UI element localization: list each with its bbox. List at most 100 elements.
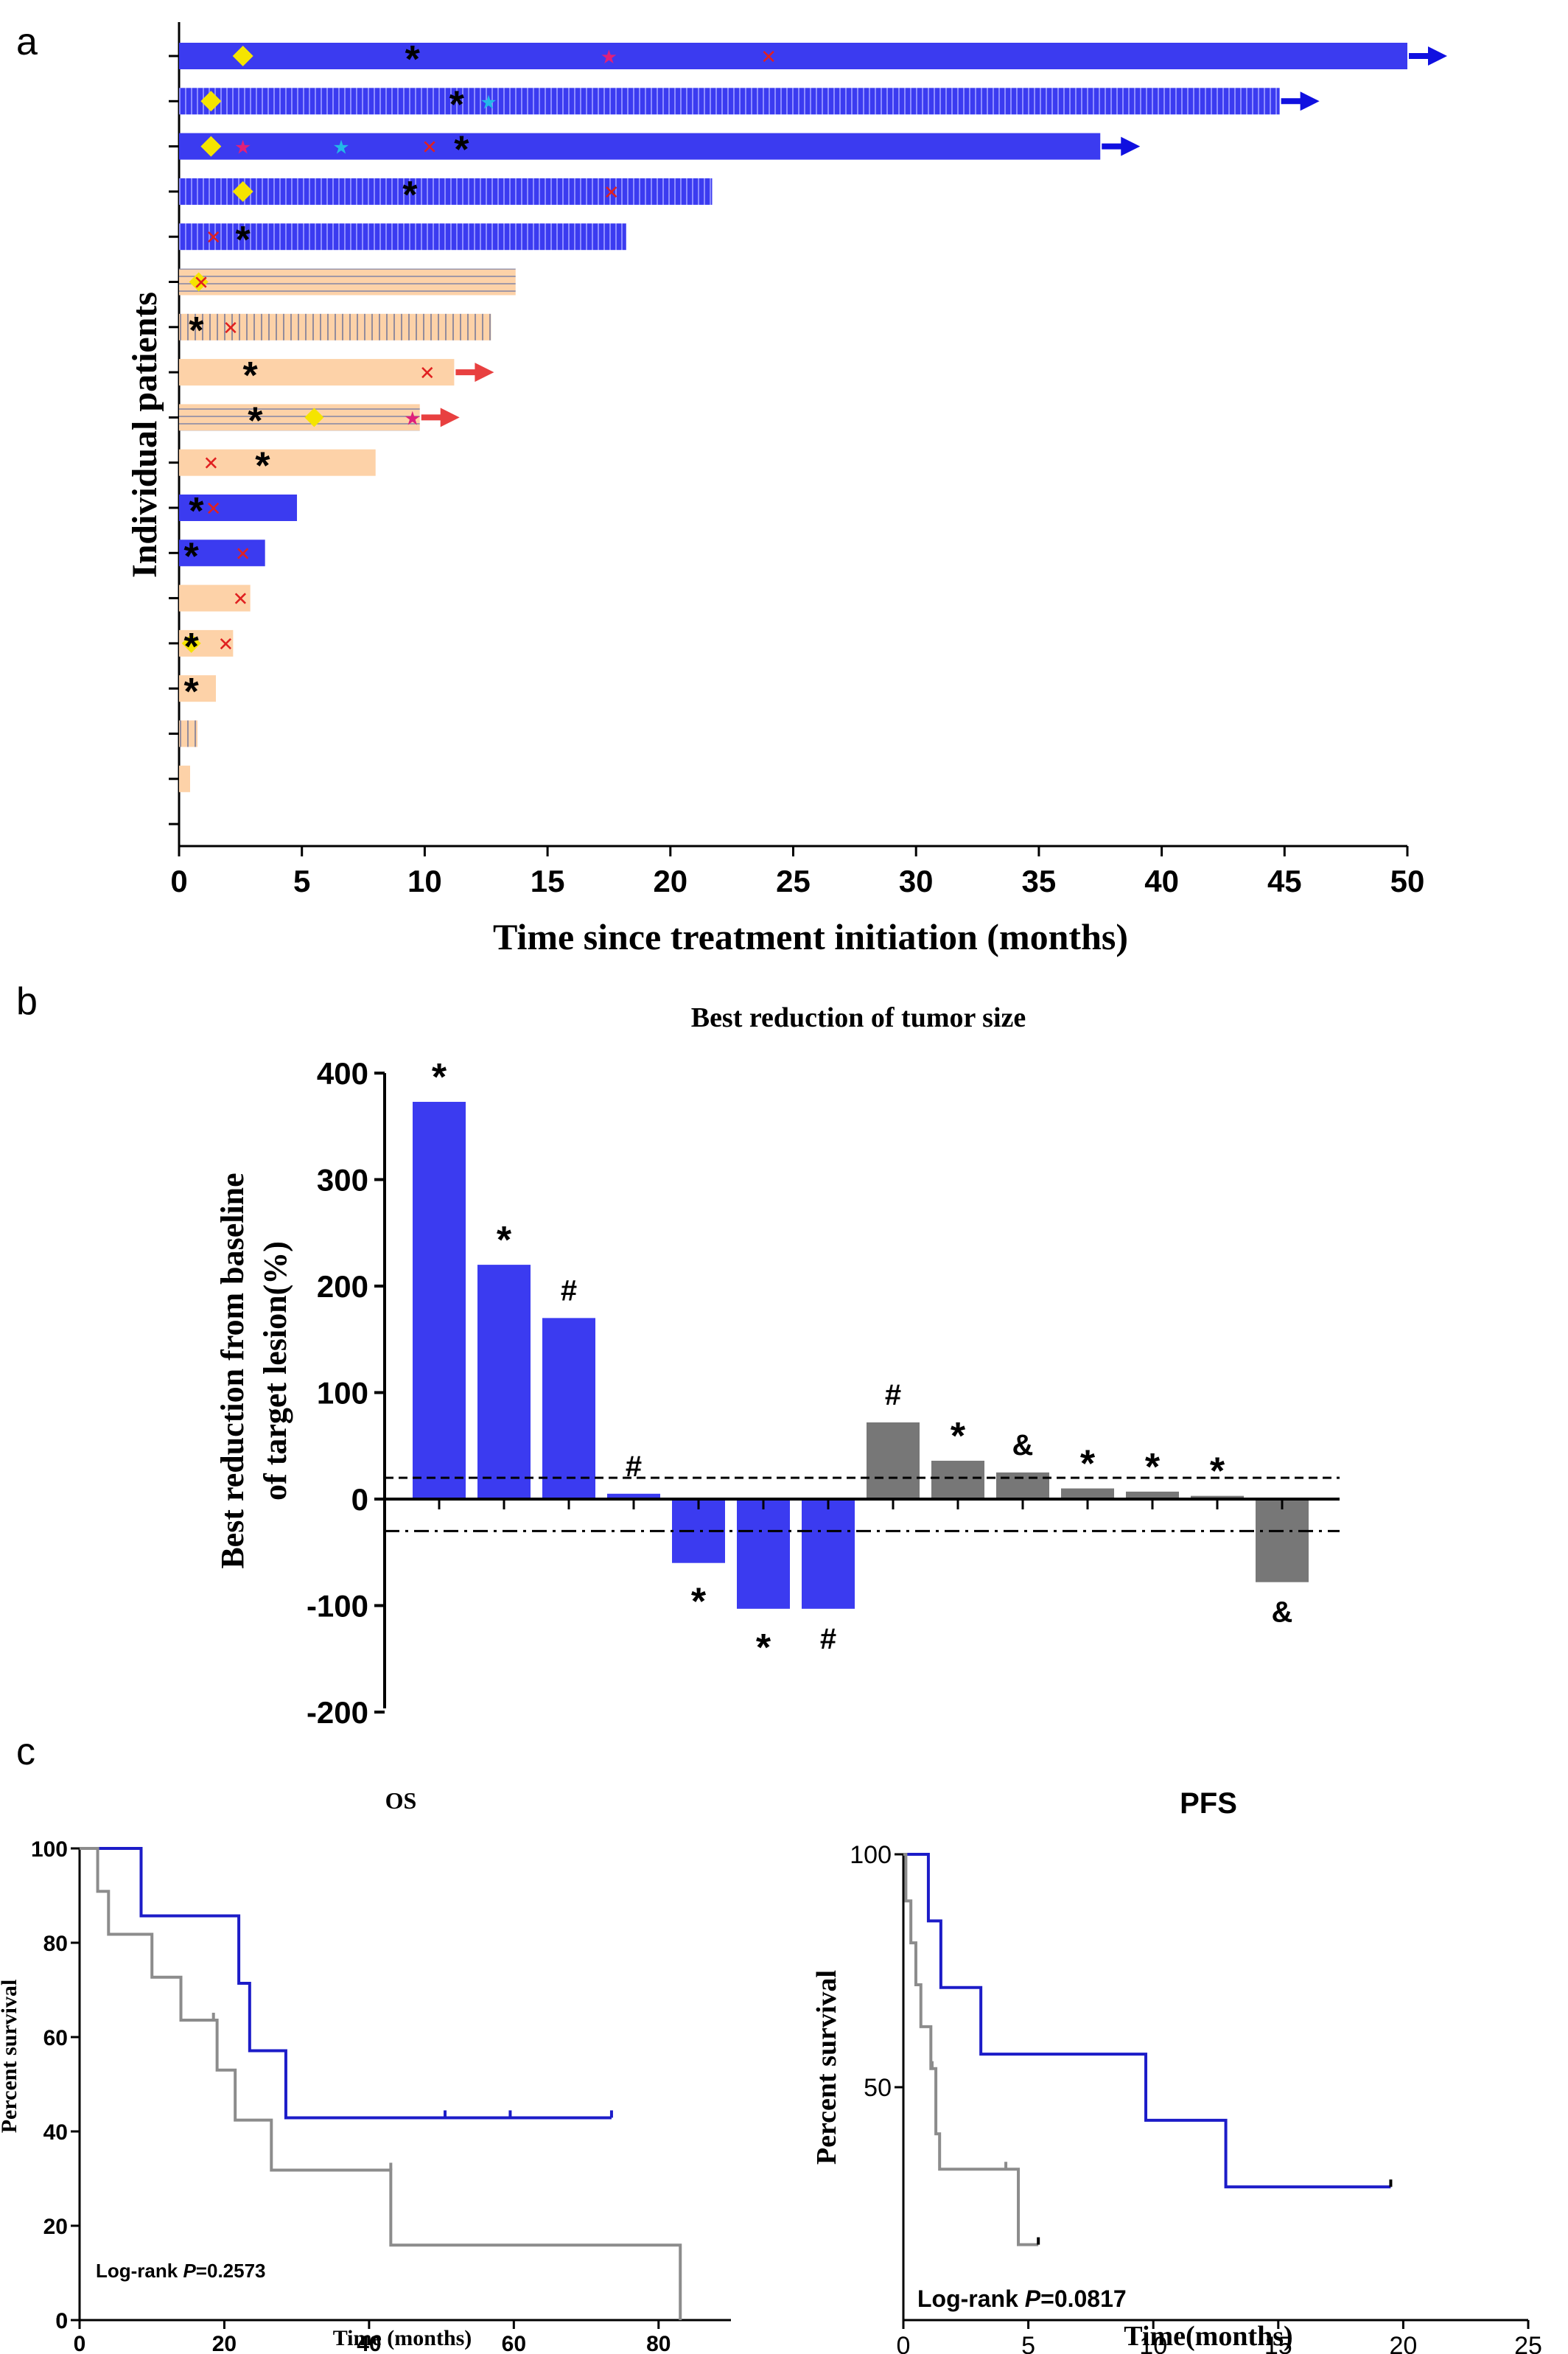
pfs-survival-curve xyxy=(903,1853,1039,2246)
response-bar xyxy=(802,1499,855,1609)
pfs-x-tick-label: 0 xyxy=(897,2332,911,2354)
response-label: * xyxy=(1210,1450,1225,1493)
panel-b-title: Best reduction of tumor size xyxy=(691,1002,1026,1033)
response-bar xyxy=(867,1422,920,1499)
pink-star-marker: ★ xyxy=(601,46,617,68)
pfs-y-tick-label: 50 xyxy=(864,2074,892,2102)
asterisk-marker: * xyxy=(184,671,200,713)
panel-a-xlabel: Time since treatment initiation (months) xyxy=(493,916,1128,957)
response-bar xyxy=(1191,1495,1244,1499)
pfs-xlabel: Time(months) xyxy=(1124,2321,1292,2352)
os-y-tick-label: 0 xyxy=(55,2309,68,2333)
ongoing-arrow-head xyxy=(475,363,494,383)
response-bar xyxy=(996,1472,1049,1499)
patient-bar xyxy=(179,539,265,567)
pfs-title: PFS xyxy=(1180,1787,1237,1820)
os-x-tick-label: 20 xyxy=(212,2332,237,2354)
yellow-marker xyxy=(189,272,209,292)
patient-bar xyxy=(179,765,191,792)
response-label: * xyxy=(691,1581,707,1624)
pfs-x-tick-label: 5 xyxy=(1021,2332,1035,2354)
patient-bar xyxy=(179,675,217,702)
os-survival-curve xyxy=(80,1847,612,2120)
asterisk-marker: * xyxy=(449,83,465,126)
os-xlabel: Time (months) xyxy=(333,2326,472,2350)
red-x-marker: ✕ xyxy=(421,136,438,158)
os-x-tick-label: 0 xyxy=(74,2332,86,2354)
red-x-marker: ✕ xyxy=(217,633,234,655)
response-label: * xyxy=(432,1056,447,1099)
patient-bar xyxy=(179,133,1101,160)
os-y-tick-label: 20 xyxy=(43,2215,68,2239)
pink-star-marker: ★ xyxy=(404,407,421,429)
panel-c-pfs-km-plot: PFS Percent survival Time(months) 0 5 10 15… xyxy=(811,1787,1542,2354)
os-y-tick-label: 60 xyxy=(43,2026,68,2050)
red-x-marker: ✕ xyxy=(193,272,209,294)
panel-a-x-tick-label: 20 xyxy=(653,864,687,898)
panel-b-y-tick-label: 400 xyxy=(317,1056,368,1091)
patient-bar xyxy=(179,720,198,747)
os-y-tick-label: 0 xyxy=(55,2309,68,2333)
asterisk-marker: * xyxy=(184,535,200,578)
ongoing-arrow-head xyxy=(1300,91,1320,111)
cyan-star-marker: ★ xyxy=(480,91,497,113)
panel-a-x-tick-label: 30 xyxy=(899,864,934,898)
asterisk-marker: * xyxy=(189,490,204,533)
os-survival-curve xyxy=(80,1847,682,2320)
os-title: OS xyxy=(385,1787,417,1814)
response-bar xyxy=(607,1493,660,1499)
panel-label-a: a xyxy=(16,21,38,63)
asterisk-marker: * xyxy=(189,310,204,352)
panel-b-ylabel-line1: Best reduction from baseline xyxy=(214,1173,251,1568)
patient-bar xyxy=(179,359,455,386)
ongoing-arrow-head xyxy=(1428,46,1447,66)
panel-b-y-tick-label: -100 xyxy=(307,1589,368,1624)
asterisk-marker: * xyxy=(402,174,418,217)
asterisk-marker: * xyxy=(236,219,251,262)
response-label: * xyxy=(951,1415,966,1458)
asterisk-marker: * xyxy=(248,399,263,442)
red-x-marker: ✕ xyxy=(206,226,222,248)
patient-bar xyxy=(179,313,491,340)
diamond-marker xyxy=(232,46,253,66)
pfs-ylabel: Percent survival xyxy=(811,1970,842,2165)
response-label: # xyxy=(885,1379,901,1411)
panel-a-x-tick-label: 15 xyxy=(531,864,565,898)
panel-a-x-tick-label: 5 xyxy=(293,864,310,898)
pfs-x-tick-label: 20 xyxy=(1389,2332,1417,2354)
panel-a-ylabel: Individual patients xyxy=(125,292,164,578)
asterisk-marker: * xyxy=(255,445,270,488)
panel-a-x-tick-label: 25 xyxy=(776,864,811,898)
pink-star-marker: ★ xyxy=(234,136,251,158)
panel-a-x-tick-label: 50 xyxy=(1390,864,1425,898)
panel-label-b: b xyxy=(16,980,38,1023)
pfs-y-tick-label: 100 xyxy=(850,1841,892,1869)
response-bar xyxy=(1126,1491,1179,1499)
os-x-tick-label: 60 xyxy=(502,2332,526,2354)
panel-b-waterfall-plot: Best reduction of tumor size Best reduct… xyxy=(214,1002,1340,1730)
panel-a-x-tick-label: 35 xyxy=(1022,864,1057,898)
red-x-marker: ✕ xyxy=(603,181,620,203)
patient-bar xyxy=(179,449,376,476)
panel-b-y-tick-label: 0 xyxy=(351,1482,368,1517)
response-label: * xyxy=(1080,1443,1096,1486)
pfs-x-tick-label: 25 xyxy=(1514,2332,1542,2354)
diamond-marker xyxy=(200,91,222,112)
os-ylabel: Percent survival xyxy=(0,1980,21,2134)
yellow-marker xyxy=(304,408,324,427)
panel-b-y-tick-label: 300 xyxy=(317,1163,368,1198)
pfs-survival-curve xyxy=(903,1853,1391,2189)
response-bar xyxy=(542,1318,595,1499)
response-label: & xyxy=(1272,1596,1293,1629)
response-label: # xyxy=(561,1274,577,1307)
pfs-logrank-annotation: Log-rank P=0.0817 xyxy=(917,2285,1127,2312)
ongoing-arrow-head xyxy=(440,408,460,427)
response-label: # xyxy=(820,1623,836,1655)
response-bar xyxy=(1061,1488,1114,1499)
response-label: & xyxy=(1012,1429,1034,1461)
os-y-tick-label: 80 xyxy=(43,1932,68,1956)
panel-a-x-tick-label: 45 xyxy=(1267,864,1302,898)
os-x-tick-label: 40 xyxy=(357,2332,381,2354)
panel-a-x-tick-label: 0 xyxy=(170,864,187,898)
